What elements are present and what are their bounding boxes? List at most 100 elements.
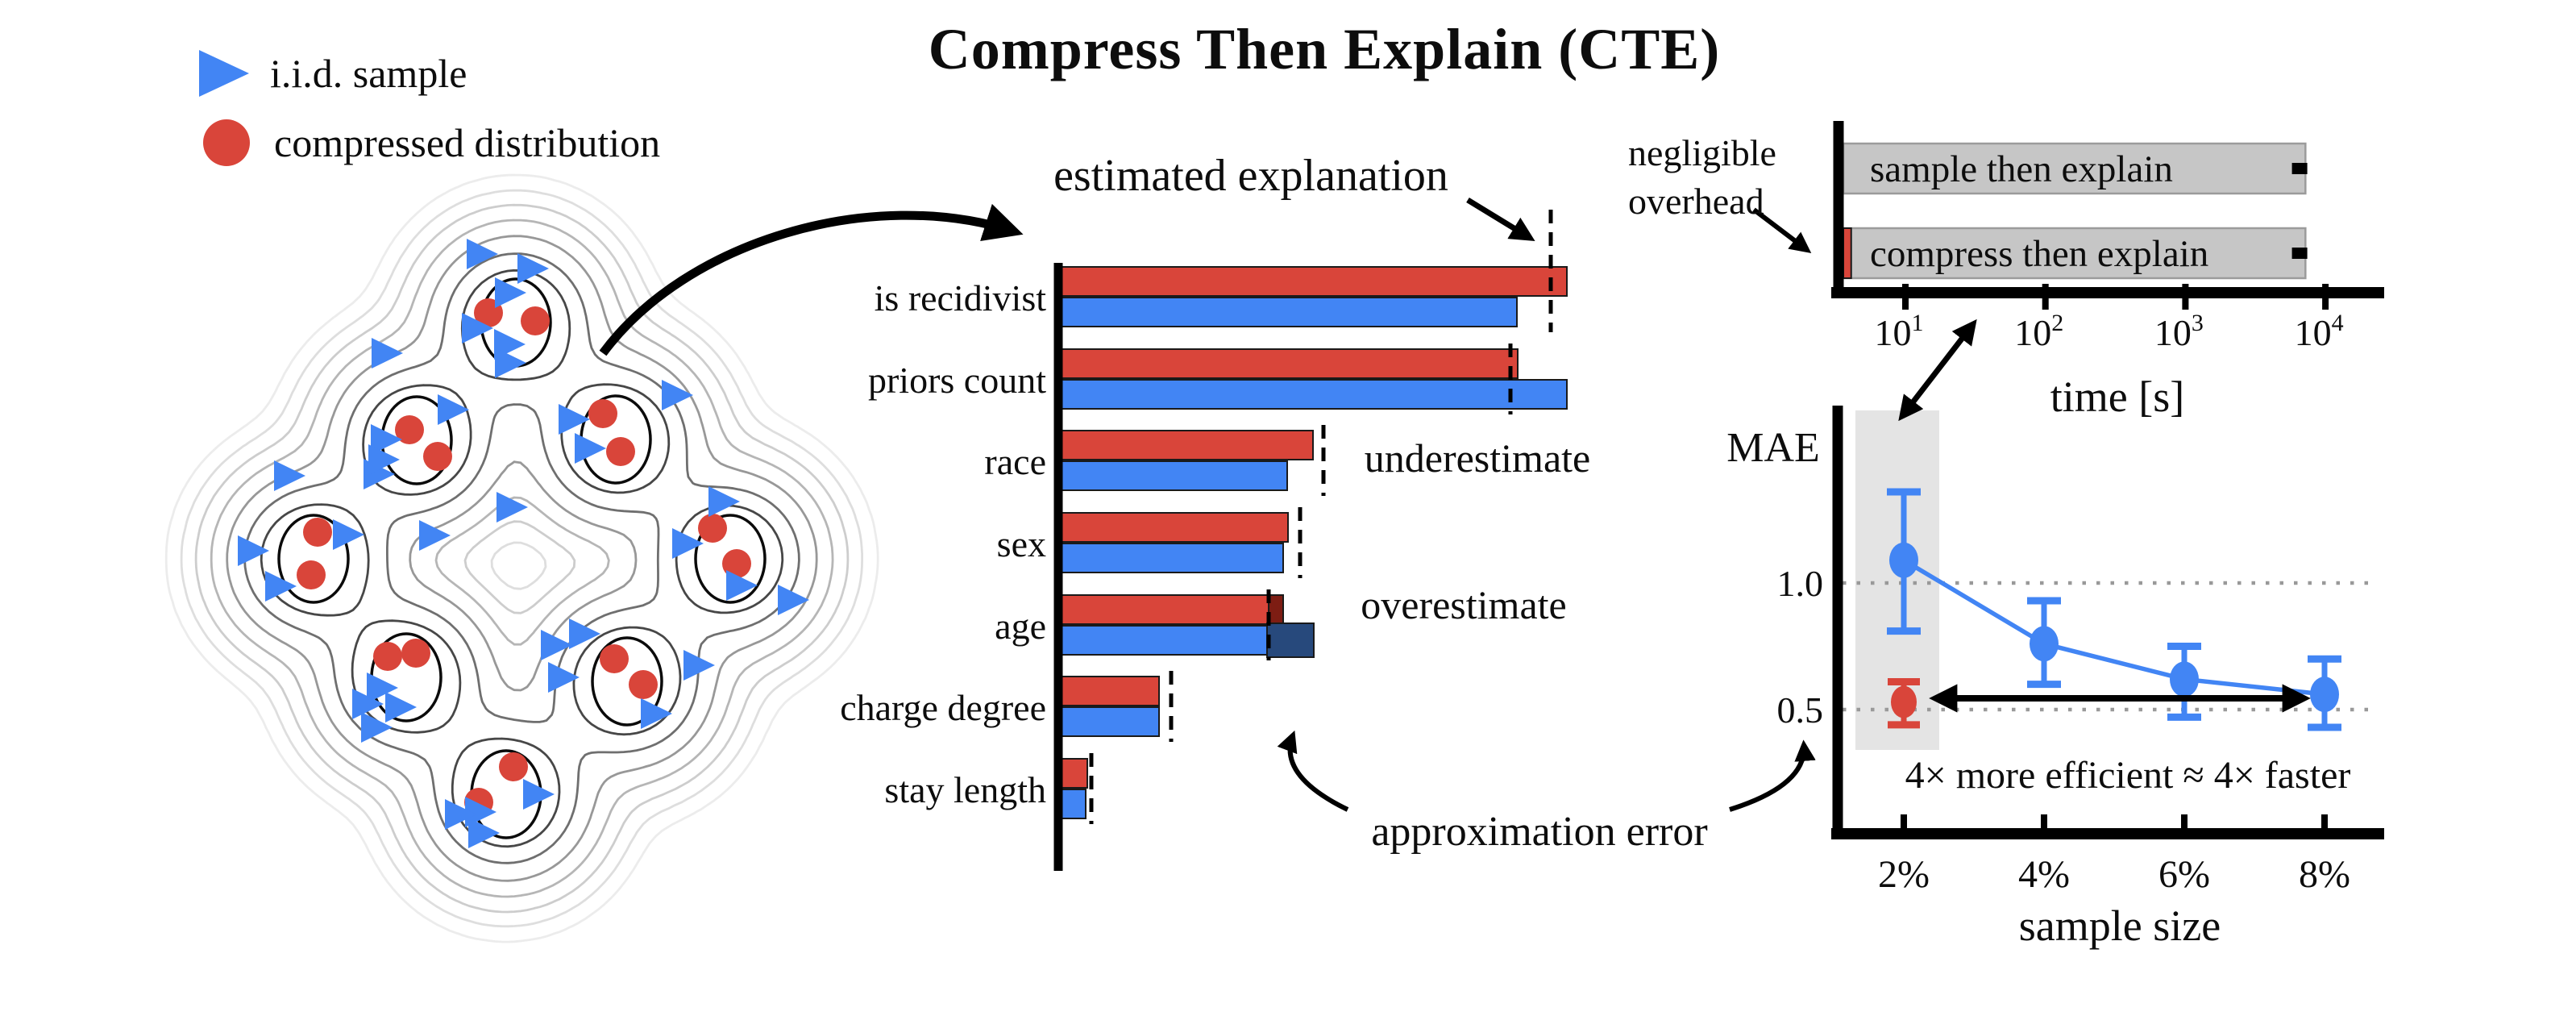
compressed-point	[521, 306, 550, 335]
time-bar	[1842, 142, 2307, 195]
iid-sample-point	[385, 692, 417, 722]
bar-iid	[1060, 460, 1288, 491]
iid-sample-point	[569, 618, 600, 649]
x-tick-label: 4%	[2018, 853, 2070, 896]
iid-sample-point	[445, 799, 476, 830]
bar-iid	[1060, 789, 1086, 819]
x-tick-label: 2%	[1878, 853, 1930, 896]
time-axis-label: time [s]	[2050, 373, 2184, 421]
iid-sample-point	[559, 404, 590, 435]
cluster-ellipse	[591, 636, 663, 727]
approx-error-right-arrow	[1729, 739, 1816, 812]
mae-point-blue	[1889, 542, 1918, 578]
compressed-point	[698, 514, 727, 543]
bar-iid	[1060, 297, 1518, 327]
iid-sample-point	[778, 585, 809, 615]
iid-sample-point	[238, 535, 269, 566]
iid-sample-point	[672, 528, 704, 559]
mae-point-blue	[2030, 626, 2059, 662]
y-tick-label: 0.5	[1777, 689, 1824, 731]
iid-sample-point	[495, 348, 526, 378]
bar-iid	[1060, 543, 1284, 573]
bar-compressed	[1060, 430, 1314, 460]
compressed-point	[588, 399, 617, 428]
iid-sample-point	[368, 444, 400, 475]
overhead-segment	[1843, 227, 1852, 279]
iid-sample-triangle-icon	[199, 50, 249, 97]
compressed-point	[373, 642, 402, 671]
compressed-point	[606, 437, 635, 466]
iid-sample-point	[497, 492, 528, 523]
time-comparison-chart: sample then explain compress then explain…	[1831, 121, 2384, 421]
bar-iid	[1060, 379, 1568, 410]
legend-label-compressed: compressed distribution	[274, 120, 661, 165]
cluster-ellipse	[277, 514, 350, 604]
compressed-distribution-circle-icon	[203, 119, 250, 166]
time-bar-label: compress then explain	[1870, 233, 2208, 275]
time-to-band-arrow	[1898, 319, 1977, 422]
iid-sample-point	[465, 797, 497, 827]
feature-label: is recidivist	[875, 277, 1047, 319]
annotation-arrows	[599, 198, 2311, 812]
iid-sample-point	[372, 338, 403, 369]
contour-ring	[164, 173, 879, 943]
mae-point-blue	[2310, 677, 2339, 713]
feature-label: stay length	[884, 769, 1046, 810]
title-to-dashed-arrow	[1466, 198, 1535, 242]
contour-ring	[180, 189, 863, 928]
density-contour-plot	[164, 173, 879, 943]
x-tick-label: 6%	[2158, 853, 2210, 896]
mae-line-blue	[1902, 558, 2325, 697]
bar-overestimate-red	[1268, 594, 1284, 625]
iid-sample-point	[641, 698, 672, 729]
overestimate-label: overestimate	[1361, 582, 1567, 627]
feature-label: charge degree	[840, 687, 1046, 728]
legend-label-iid-sample: i.i.d. sample	[270, 51, 467, 96]
iid-sample-point	[467, 239, 498, 269]
bar-compressed	[1060, 348, 1519, 379]
cluster-ellipse	[694, 514, 767, 604]
figure-title: Compress Then Explain (CTE)	[928, 17, 1721, 81]
underestimate-label: underestimate	[1364, 435, 1591, 481]
iid-sample-point	[367, 672, 398, 703]
iid-sample-point	[541, 630, 572, 660]
iid-sample-point	[495, 277, 526, 308]
mae-x-axis-label: sample size	[2019, 901, 2221, 950]
feature-label: sex	[997, 523, 1046, 564]
iid-sample-point	[265, 571, 297, 602]
compressed-point	[629, 670, 658, 699]
negligible-overhead-arrow	[1752, 207, 1812, 253]
legend-item-iid-sample: i.i.d. sample	[199, 50, 467, 97]
estimated-explanation-label: estimated explanation	[1053, 151, 1448, 201]
bar-compressed	[1060, 266, 1568, 297]
iid-sample-point	[419, 520, 451, 551]
bar-compressed	[1060, 512, 1289, 543]
efficiency-note-label: 4× more efficient ≈ 4× faster	[1905, 754, 2351, 797]
bar-iid	[1060, 706, 1160, 737]
approx-error-left-arrow	[1277, 730, 1349, 812]
error-cap-marker	[2291, 163, 2308, 174]
iid-sample-point	[371, 424, 402, 455]
time-tick-label: 104	[2295, 310, 2344, 353]
iid-sample-point	[517, 253, 549, 284]
bar-compressed	[1060, 676, 1160, 706]
time-bar	[1842, 227, 2307, 280]
x-tick-label: 8%	[2299, 853, 2350, 896]
legend-item-compressed: compressed distribution	[202, 119, 660, 166]
iid-sample-point	[438, 394, 469, 425]
iid-sample-point	[468, 818, 500, 848]
time-bar-label: sample then explain	[1870, 148, 2173, 190]
bar-compressed	[1060, 594, 1269, 625]
iid-sample-point	[361, 712, 393, 743]
contour-ring	[210, 219, 834, 898]
mae-y-axis-label: MAE	[1726, 425, 1820, 471]
iid-sample-point	[274, 460, 305, 491]
compressed-point	[395, 415, 424, 444]
iid-sample-point	[548, 662, 580, 693]
estimated-explanation-chart: is recidivist priors count race sex age charg…	[840, 210, 1568, 871]
time-tick-label: 102	[2014, 310, 2063, 353]
time-tick-label: 101	[1875, 310, 1924, 353]
compressed-point	[423, 442, 452, 471]
